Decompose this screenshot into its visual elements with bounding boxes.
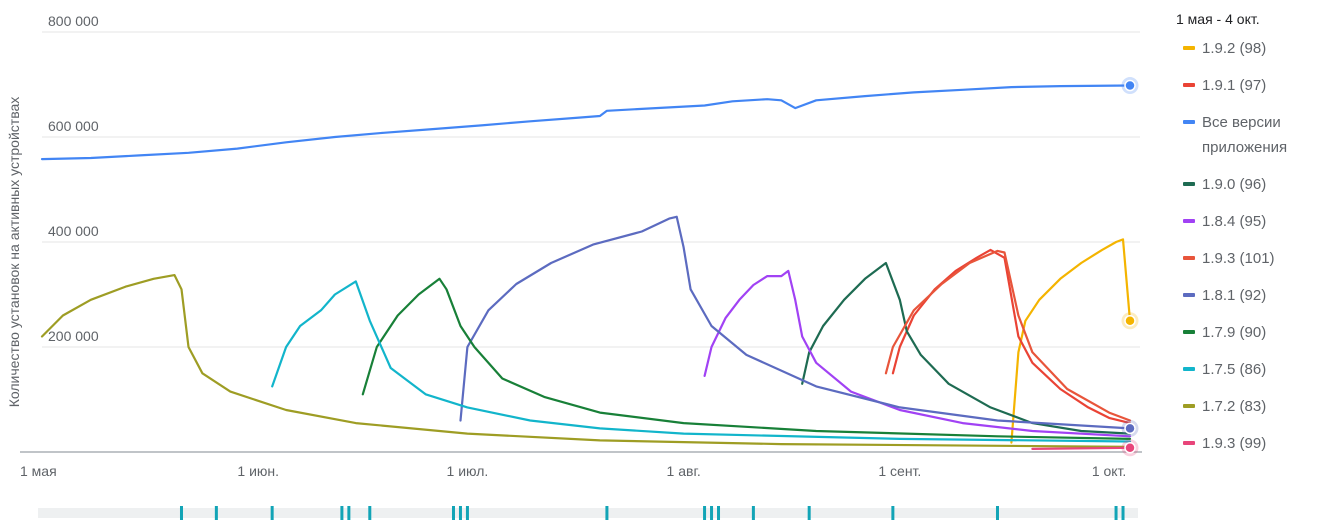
timeline-track[interactable] xyxy=(38,508,1138,518)
legend-item[interactable]: 1.9.0 (96) xyxy=(1176,172,1342,209)
release-marker[interactable] xyxy=(270,506,274,520)
release-marker[interactable] xyxy=(807,506,811,520)
gridlines xyxy=(42,31,1140,348)
legend-item[interactable]: 1.9.3 (101) xyxy=(1176,246,1342,283)
series-line[interactable] xyxy=(703,269,1132,438)
release-marker[interactable] xyxy=(347,506,351,520)
legend-label: 1.9.0 (96) xyxy=(1202,176,1267,193)
y-axis-ticks: 200 000 400 000 600 000 800 000 xyxy=(48,13,99,344)
legend-swatch xyxy=(1183,367,1195,371)
legend-title: 1 мая - 4 окт. xyxy=(1176,11,1260,27)
legend-label: 1.9.3 (99) xyxy=(1202,435,1267,452)
release-marker[interactable] xyxy=(717,506,721,520)
legend-item[interactable]: 1.7.5 (86) xyxy=(1176,357,1342,394)
series-line[interactable] xyxy=(801,261,1132,435)
series-line[interactable] xyxy=(891,248,1132,425)
release-marker[interactable] xyxy=(214,506,218,520)
legend-item[interactable]: 1.7.2 (83) xyxy=(1176,394,1342,431)
x-tick-label: 1 окт. xyxy=(1092,463,1127,479)
x-tick-label: 1 мая xyxy=(20,463,57,479)
series-end-markers xyxy=(1121,77,1139,457)
legend-item[interactable]: Все версии приложения xyxy=(1176,110,1342,172)
legend-item[interactable]: 1.9.2 (98) xyxy=(1176,36,1342,73)
legend: 1 мая - 4 окт. 1.9.2 (98) 1.9.1 (97) Все в… xyxy=(1176,6,1342,468)
legend-swatch xyxy=(1183,182,1195,186)
release-marker[interactable] xyxy=(710,506,714,520)
series-line[interactable] xyxy=(40,84,1132,161)
x-tick-label: 1 июн. xyxy=(237,463,279,479)
series-line[interactable] xyxy=(40,274,1132,448)
release-marker[interactable] xyxy=(340,506,344,520)
series-end-marker[interactable] xyxy=(1124,79,1136,92)
release-marker[interactable] xyxy=(1114,506,1118,520)
release-marker[interactable] xyxy=(891,506,895,520)
legend-label: 1.7.9 (90) xyxy=(1202,324,1267,341)
legend-label: Все версии приложения xyxy=(1202,114,1288,156)
series-line[interactable] xyxy=(459,215,1132,430)
y-tick-label: 600 000 xyxy=(48,118,99,134)
release-marker[interactable] xyxy=(458,506,462,520)
release-marker[interactable] xyxy=(451,506,455,520)
y-axis-label: Количество установок на активных устройс… xyxy=(6,97,22,408)
series-line[interactable] xyxy=(1031,446,1132,450)
x-tick-label: 1 сент. xyxy=(878,463,921,479)
y-tick-label: 800 000 xyxy=(48,13,99,29)
legend-item[interactable]: 1.8.4 (95) xyxy=(1176,209,1342,246)
legend-swatch xyxy=(1183,293,1195,297)
legend-item[interactable]: 1.9.3 (99) xyxy=(1176,431,1342,468)
release-marker[interactable] xyxy=(368,506,372,520)
x-axis-ticks: 1 мая 1 июн. 1 июл. 1 авг. 1 сент. 1 окт. xyxy=(20,463,1126,479)
series-end-marker[interactable] xyxy=(1124,422,1136,435)
series-line[interactable] xyxy=(271,280,1132,443)
legend-swatch xyxy=(1183,404,1195,408)
series-line[interactable] xyxy=(361,277,1132,440)
y-tick-label: 400 000 xyxy=(48,223,99,239)
legend-label: 1.7.2 (83) xyxy=(1202,398,1267,415)
series-line[interactable] xyxy=(884,249,1132,422)
legend-label: 1.8.1 (92) xyxy=(1202,287,1267,304)
release-timeline[interactable] xyxy=(38,506,1138,520)
legend-items: 1.9.2 (98) 1.9.1 (97) Все версии приложени… xyxy=(1176,36,1342,468)
y-tick-label: 200 000 xyxy=(48,328,99,344)
legend-label: 1.9.3 (101) xyxy=(1202,250,1275,267)
legend-swatch xyxy=(1183,83,1195,87)
release-marker[interactable] xyxy=(605,506,609,520)
release-marker[interactable] xyxy=(465,506,469,520)
legend-swatch xyxy=(1183,46,1195,50)
x-tick-label: 1 авг. xyxy=(667,463,701,479)
legend-swatch xyxy=(1183,219,1195,223)
release-marker[interactable] xyxy=(179,506,183,520)
legend-item[interactable]: 1.9.1 (97) xyxy=(1176,73,1342,110)
legend-swatch xyxy=(1183,120,1195,124)
legend-swatch xyxy=(1183,330,1195,334)
legend-label: 1.9.2 (98) xyxy=(1202,40,1267,57)
release-marker[interactable] xyxy=(703,506,707,520)
series-lines xyxy=(40,84,1132,450)
release-marker[interactable] xyxy=(751,506,755,520)
release-marker[interactable] xyxy=(1121,506,1125,520)
series-end-marker[interactable] xyxy=(1124,442,1136,454)
legend-label: 1.7.5 (86) xyxy=(1202,361,1267,378)
legend-item[interactable]: 1.8.1 (92) xyxy=(1176,283,1342,320)
x-tick-label: 1 июл. xyxy=(447,463,489,479)
series-end-marker[interactable] xyxy=(1124,315,1136,327)
legend-swatch xyxy=(1183,256,1195,260)
legend-swatch xyxy=(1183,441,1195,445)
legend-label: 1.8.4 (95) xyxy=(1202,213,1267,230)
release-marker[interactable] xyxy=(995,506,999,520)
legend-item[interactable]: 1.7.9 (90) xyxy=(1176,320,1342,357)
series-line[interactable] xyxy=(1010,238,1132,444)
legend-label: 1.9.1 (97) xyxy=(1202,77,1267,94)
